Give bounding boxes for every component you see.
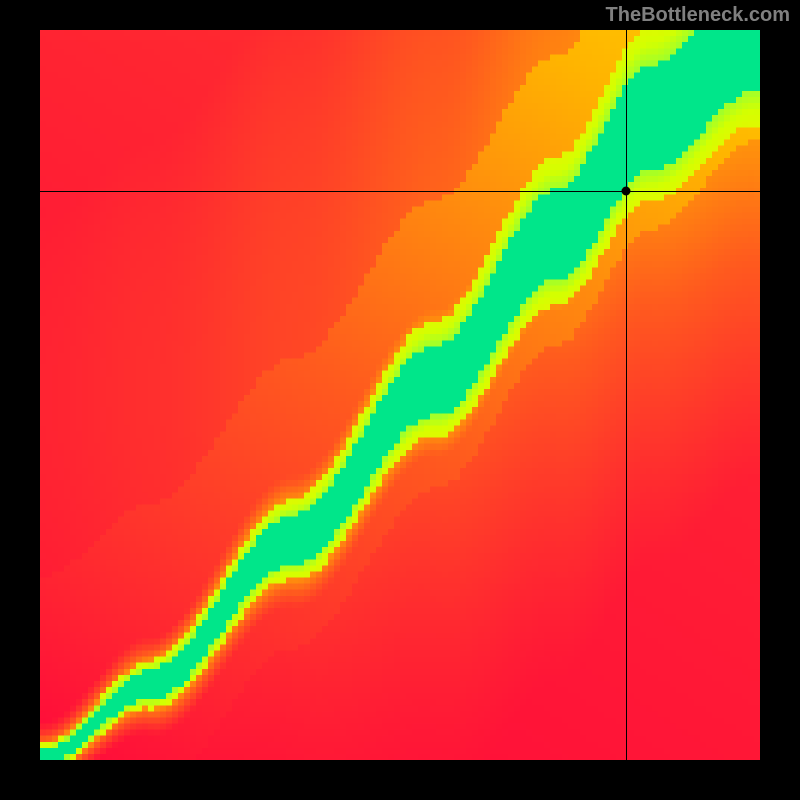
crosshair-vertical bbox=[626, 30, 627, 760]
watermark-text: TheBottleneck.com bbox=[606, 4, 790, 27]
crosshair-marker[interactable] bbox=[622, 186, 631, 195]
heatmap-plot bbox=[40, 30, 760, 760]
heatmap-canvas bbox=[40, 30, 760, 760]
crosshair-horizontal bbox=[40, 191, 760, 192]
